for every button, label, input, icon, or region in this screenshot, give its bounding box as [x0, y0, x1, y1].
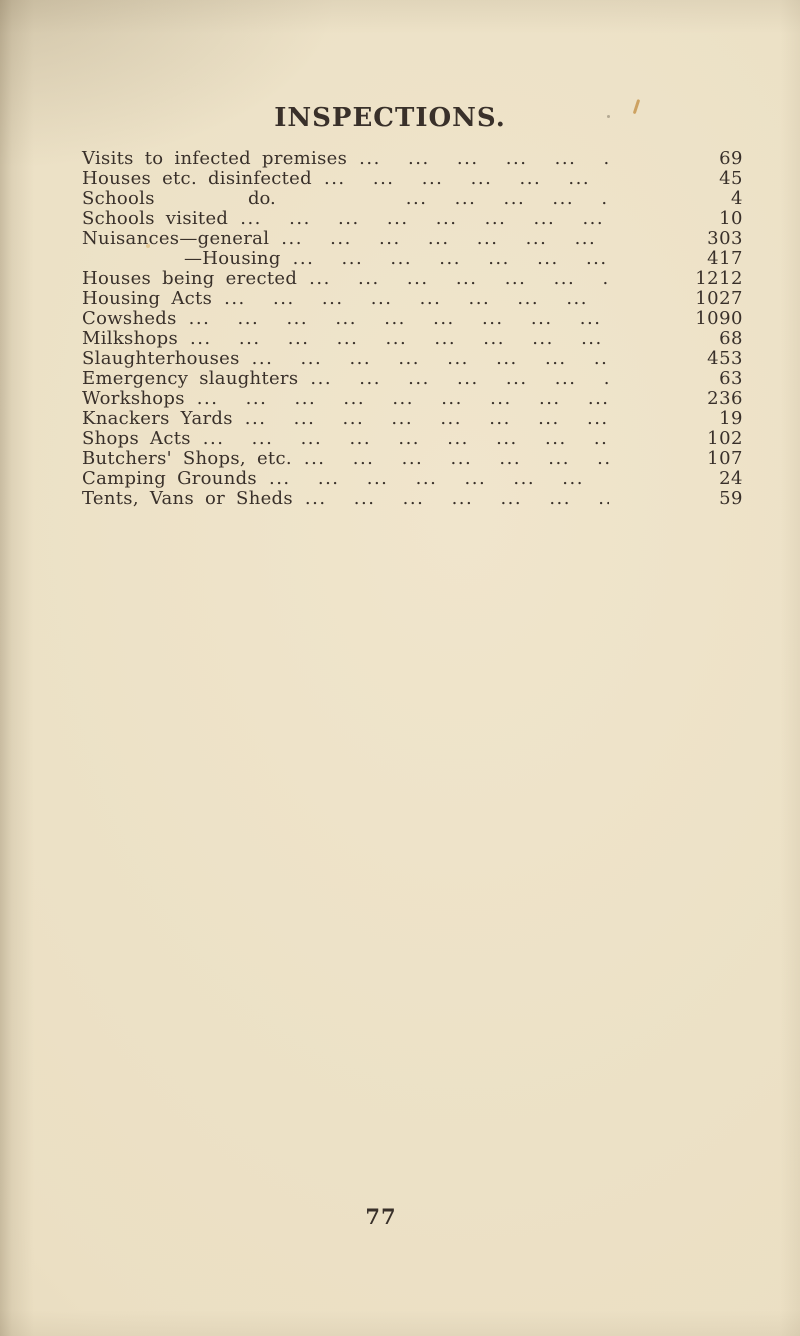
row-value: 102 — [707, 428, 743, 449]
row-label: Workshops — [82, 388, 185, 409]
row-value: 1090 — [695, 308, 743, 329]
row-label: Housing Acts — [82, 288, 213, 309]
row-label: Schools — [82, 188, 155, 209]
table-row: Milkshops ... ... ... ... ... ... ... ..… — [82, 329, 743, 349]
table-row: Cowsheds ... ... ... ... ... ... ... ...… — [82, 309, 743, 329]
row-label: Milkshops — [82, 328, 178, 349]
row-value: 1027 — [695, 288, 743, 309]
table-row: Schools visited ... ... ... ... ... ... … — [82, 209, 743, 229]
row-label: Camping Grounds — [82, 468, 257, 489]
page-number: 77 — [365, 1204, 397, 1229]
row-label: Emergency slaughters — [82, 368, 299, 389]
row-value: 69 — [719, 148, 743, 169]
table-row: Visits to infected premises ... ... ... … — [82, 149, 743, 169]
table-row: Knackers Yards ... ... ... ... ... ... .… — [82, 409, 743, 429]
dot-leader: ... ... ... ... ... ... ... ... ... ... … — [309, 269, 609, 289]
row-value: 417 — [707, 248, 743, 269]
row-label: Tents, Vans or Sheds — [82, 488, 293, 509]
row-label: —Housing — [184, 248, 281, 269]
row-value: 10 — [719, 208, 743, 229]
table-row: Tents, Vans or Sheds ... ... ... ... ...… — [82, 489, 743, 509]
dot-leader: ... ... ... ... ... ... ... ... ... ... … — [196, 389, 609, 409]
dot-leader: ... ... ... ... ... ... ... ... ... ... … — [304, 489, 609, 509]
row-value: 453 — [707, 348, 743, 369]
row-label: Nuisances—general — [82, 228, 270, 249]
dot-leader: ... ... ... ... ... ... ... ... ... ... … — [292, 249, 609, 269]
dot-leader: ... ... ... ... ... ... ... ... ... ... … — [240, 209, 609, 229]
table-row: Housing Acts ... ... ... ... ... ... ...… — [82, 289, 743, 309]
table-row: Houses being erected ... ... ... ... ...… — [82, 269, 743, 289]
dot-leader: ... ... ... ... ... ... ... ... ... ... … — [323, 169, 609, 189]
row-label: Butchers' Shops, etc. — [82, 448, 292, 469]
table-row: Camping Grounds ... ... ... ... ... ... … — [82, 469, 743, 489]
dot-leader: ... ... ... ... ... ... ... ... ... ... … — [405, 189, 609, 209]
inspections-table: Visits to infected premises ... ... ... … — [82, 149, 743, 509]
row-value: 24 — [719, 468, 743, 489]
dot-leader: ... ... ... ... ... ... ... ... ... ... … — [303, 449, 609, 469]
dot-leader: ... ... ... ... ... ... ... ... ... ... … — [224, 289, 609, 309]
row-label: Schools visited — [82, 208, 229, 229]
dot-leader: ... ... ... ... ... ... ... ... ... ... … — [251, 349, 609, 369]
row-label: Slaughterhouses — [82, 348, 240, 369]
row-value: 1212 — [695, 268, 743, 289]
row-label-ditto: do. — [248, 188, 276, 209]
table-row: Emergency slaughters ... ... ... ... ...… — [82, 369, 743, 389]
dot-leader: ... ... ... ... ... ... ... ... ... ... … — [281, 229, 609, 249]
row-label: Houses being erected — [82, 268, 298, 289]
dot-leader: ... ... ... ... ... ... ... ... ... ... … — [188, 309, 609, 329]
row-label: Visits to infected premises — [82, 148, 348, 169]
table-row: Schools do. ... ... ... ... ... ... ... … — [82, 189, 743, 209]
row-label: Knackers Yards — [82, 408, 233, 429]
row-value: 4 — [731, 188, 743, 209]
table-row: Nuisances—general ... ... ... ... ... ..… — [82, 229, 743, 249]
page-title: INSPECTIONS. — [274, 103, 506, 133]
row-value: 63 — [719, 368, 743, 389]
dot-leader: ... ... ... ... ... ... ... ... ... ... … — [202, 429, 609, 449]
dot-leader: ... ... ... ... ... ... ... ... ... ... … — [189, 329, 609, 349]
row-value: 45 — [719, 168, 743, 189]
row-value: 59 — [719, 488, 743, 509]
row-label: Shops Acts — [82, 428, 191, 449]
row-label: Cowsheds — [82, 308, 177, 329]
table-row: —Housing ... ... ... ... ... ... ... ...… — [82, 249, 743, 269]
table-row: Houses etc. disinfected ... ... ... ... … — [82, 169, 743, 189]
table-row: Slaughterhouses ... ... ... ... ... ... … — [82, 349, 743, 369]
paper-speck — [607, 115, 610, 118]
dot-leader: ... ... ... ... ... ... ... ... ... ... … — [268, 469, 609, 489]
dot-leader: ... ... ... ... ... ... ... ... ... ... … — [244, 409, 609, 429]
dot-leader: ... ... ... ... ... ... ... ... ... ... … — [310, 369, 609, 389]
row-value: 19 — [719, 408, 743, 429]
row-value: 303 — [707, 228, 743, 249]
paper-speck — [146, 244, 150, 248]
row-label: Houses etc. disinfected — [82, 168, 312, 189]
table-row: Butchers' Shops, etc. ... ... ... ... ..… — [82, 449, 743, 469]
row-value: 107 — [707, 448, 743, 469]
dot-leader: ... ... ... ... ... ... ... ... ... ... … — [359, 149, 609, 169]
table-row: Shops Acts ... ... ... ... ... ... ... .… — [82, 429, 743, 449]
row-value: 68 — [719, 328, 743, 349]
row-value: 236 — [707, 388, 743, 409]
table-row: Workshops ... ... ... ... ... ... ... ..… — [82, 389, 743, 409]
